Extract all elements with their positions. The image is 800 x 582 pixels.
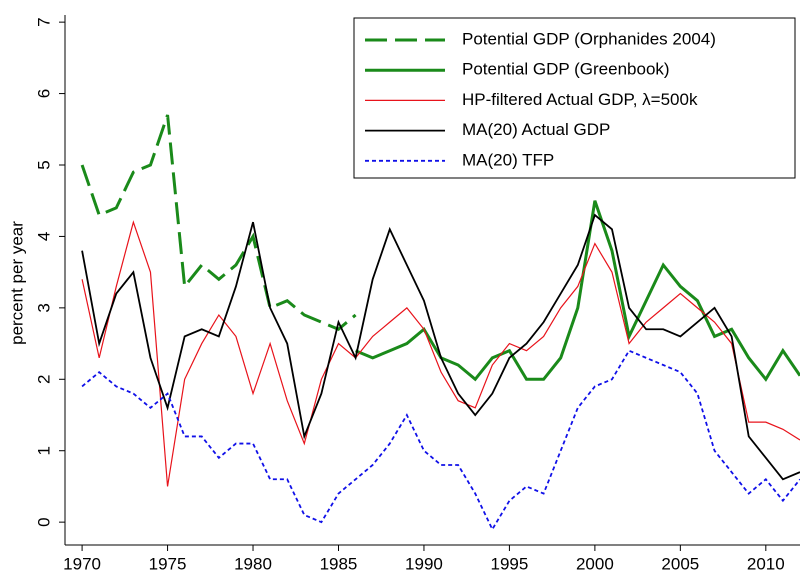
legend-box [353, 17, 796, 179]
series-line [81, 220, 800, 487]
y-tick-label: 2 [34, 375, 53, 384]
series-line [355, 200, 800, 382]
y-axis-label: percent per year [7, 221, 26, 345]
legend-label: Potential GDP (Greenbook) [462, 60, 670, 79]
series-line [80, 114, 357, 332]
series-line [81, 213, 800, 481]
x-tick-label: 1990 [405, 554, 443, 573]
legend: Potential GDP (Orphanides 2004) Potential… [353, 17, 796, 179]
y-tick-label: 6 [34, 89, 53, 98]
x-tick-label: 1995 [491, 554, 529, 573]
y-tick-label: 4 [34, 232, 53, 241]
y-tick-label: 7 [34, 17, 53, 26]
y-tick-label: 5 [34, 160, 53, 169]
x-tick-label: 2010 [747, 554, 785, 573]
x-tick-label: 1975 [149, 554, 187, 573]
y-tick-label: 0 [34, 517, 53, 526]
legend-label: MA(20) Actual GDP [462, 120, 610, 139]
x-tick-label: 1970 [63, 554, 101, 573]
x-tick-label: 1985 [320, 554, 358, 573]
y-tick-label: 1 [34, 446, 53, 455]
y-tick-label: 3 [34, 303, 53, 312]
legend-label: Potential GDP (Orphanides 2004) [462, 29, 716, 48]
legend-label: MA(20) TFP [462, 150, 554, 169]
x-tick-label: 2005 [661, 554, 699, 573]
series-line [81, 349, 800, 532]
x-tick-label: 1980 [234, 554, 272, 573]
x-tick-label: 2000 [576, 554, 614, 573]
legend-label: HP-filtered Actual GDP, λ=500k [462, 90, 698, 109]
